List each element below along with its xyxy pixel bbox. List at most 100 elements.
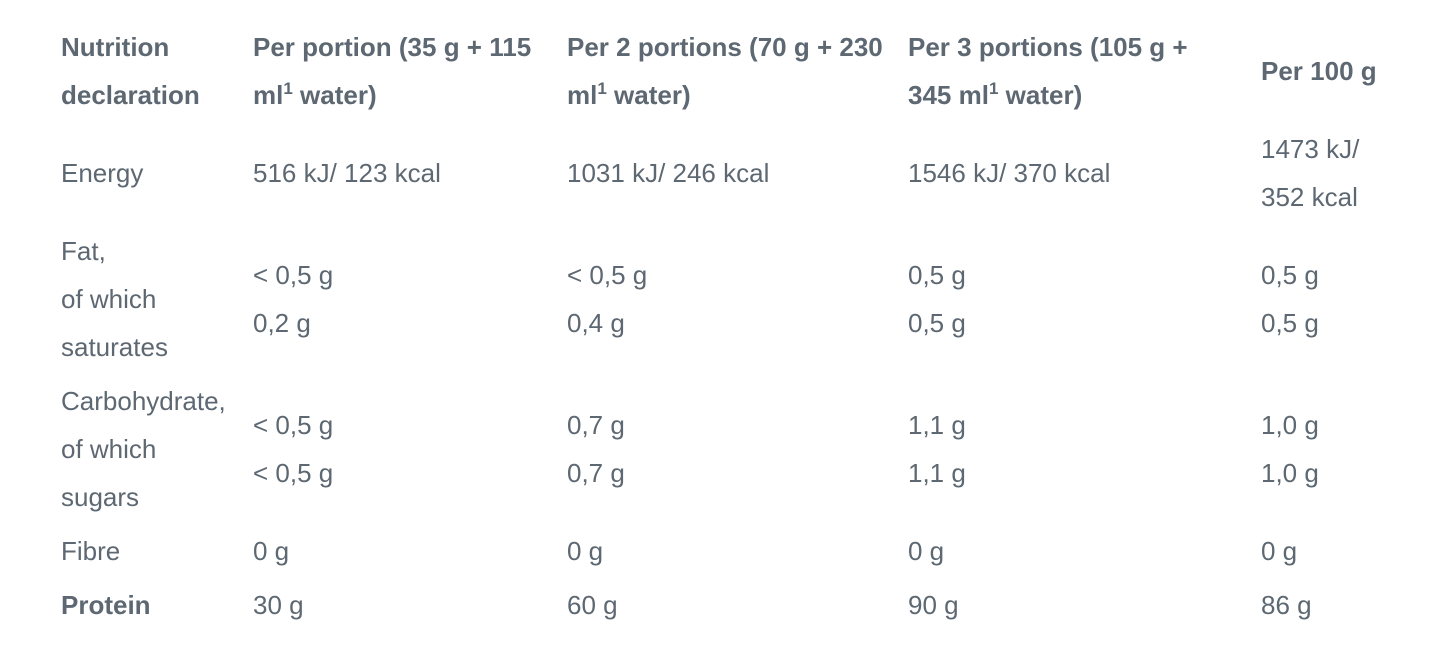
cell-line: 0,7 g: [567, 410, 625, 440]
header-text: Nutrition: [61, 32, 170, 62]
cell-line: 1031 kJ/ 246 kcal: [567, 158, 770, 188]
table-row: Fat, of which saturates < 0,5 g 0,2 g < 0,5 g…: [61, 224, 1445, 374]
value-cell: 1,1 g 1,1 g: [908, 374, 1261, 524]
header-text: Per 100 g: [1261, 56, 1377, 86]
cell-line: of which: [61, 284, 157, 314]
cell-line: 0,5 g: [1261, 308, 1319, 338]
value-cell: 1,0 g 1,0 g: [1261, 374, 1445, 524]
cell-line: 352 kcal: [1261, 182, 1358, 212]
header-line: ml1 water): [567, 71, 908, 119]
cell-line: 0,2 g: [253, 308, 311, 338]
value-cell: < 0,5 g < 0,5 g: [253, 374, 567, 524]
cell-line: 516 kJ/ 123 kcal: [253, 158, 441, 188]
value-cell: < 0,5 g 0,2 g: [253, 224, 567, 374]
cell-line: < 0,5 g: [253, 410, 334, 440]
row-label: Energy: [61, 122, 253, 224]
cell-line: 0,5 g: [908, 308, 966, 338]
cell-line: Carbohydrate,: [61, 386, 226, 416]
row-label: Carbohydrate, of which sugars: [61, 374, 253, 524]
value-cell: 30 g: [253, 578, 567, 632]
footnote-mark: 1: [283, 79, 293, 98]
cell-line: 60 g: [567, 590, 618, 620]
value-cell: 1546 kJ/ 370 kcal: [908, 122, 1261, 224]
table-row: Carbohydrate, of which sugars < 0,5 g < 0,5 …: [61, 374, 1445, 524]
header-line: Per portion (35 g + 115: [253, 23, 567, 71]
nutrition-table: Nutrition declaration Per portion (35 g + …: [61, 20, 1445, 632]
cell-line: 0 g: [1261, 536, 1298, 566]
cell-line: < 0,5 g: [253, 458, 334, 488]
header-line: Per 100 g: [1261, 47, 1445, 95]
header-text: Per 3 portions (105 g +: [908, 32, 1188, 62]
value-cell: 516 kJ/ 123 kcal: [253, 122, 567, 224]
header-cell: Per portion (35 g + 115 ml1 water): [253, 20, 567, 122]
header-line: Per 2 portions (70 g + 230: [567, 23, 908, 71]
cell-line: 90 g: [908, 590, 959, 620]
header-text: 345 ml: [908, 80, 989, 110]
header-line: 345 ml1 water): [908, 71, 1261, 119]
header-text: water): [606, 80, 691, 110]
footnote-mark: 1: [988, 79, 999, 98]
header-cell: Per 2 portions (70 g + 230 ml1 water): [567, 20, 908, 122]
row-label: Protein: [61, 578, 253, 632]
value-cell: 0,7 g 0,7 g: [567, 374, 908, 524]
cell-line: sugars: [61, 482, 140, 512]
header-cell: Per 100 g: [1261, 20, 1445, 122]
value-cell: 0 g: [567, 524, 908, 578]
cell-line: < 0,5 g: [253, 260, 334, 290]
header-text: declaration: [61, 80, 200, 110]
table-row: Protein 30 g 60 g 90 g 86 g: [61, 578, 1445, 632]
header-line: Per 3 portions (105 g +: [908, 23, 1261, 71]
value-cell: < 0,5 g 0,4 g: [567, 224, 908, 374]
value-cell: 90 g: [908, 578, 1261, 632]
cell-line: 30 g: [253, 590, 304, 620]
row-label: Fat, of which saturates: [61, 224, 253, 374]
cell-line: 1,1 g: [908, 410, 966, 440]
header-text: water): [292, 80, 377, 110]
row-label: Fibre: [61, 524, 253, 578]
header-row: Nutrition declaration Per portion (35 g + …: [61, 20, 1445, 122]
header-cell: Nutrition declaration: [61, 20, 253, 122]
value-cell: 60 g: [567, 578, 908, 632]
header-text: water): [998, 80, 1083, 110]
cell-line: 1473 kJ/: [1261, 134, 1360, 164]
cell-line: 0 g: [567, 536, 604, 566]
cell-line: 0,5 g: [1261, 260, 1319, 290]
value-cell: 1473 kJ/352 kcal: [1261, 122, 1445, 224]
table-row: Energy 516 kJ/ 123 kcal 1031 kJ/ 246 kcal 1…: [61, 122, 1445, 224]
value-cell: 0,5 g 0,5 g: [1261, 224, 1445, 374]
header-line: Nutrition: [61, 23, 253, 71]
value-cell: 86 g: [1261, 578, 1445, 632]
cell-line: 0 g: [908, 536, 945, 566]
cell-line: 1,0 g: [1261, 410, 1319, 440]
cell-line: 1,1 g: [908, 458, 966, 488]
cell-line: 0,4 g: [567, 308, 625, 338]
value-cell: 0 g: [253, 524, 567, 578]
header-cell: Per 3 portions (105 g + 345 ml1 water): [908, 20, 1261, 122]
cell-line: Fat,: [61, 236, 106, 266]
header-text: ml: [253, 80, 284, 110]
header-text: ml: [567, 80, 598, 110]
value-cell: 0 g: [1261, 524, 1445, 578]
cell-line: Energy: [61, 158, 144, 188]
footnote-mark: 1: [597, 79, 607, 98]
cell-line: of which: [61, 434, 157, 464]
header-text: Per 2 portions (70 g + 230: [567, 32, 883, 62]
cell-line: Fibre: [61, 536, 121, 566]
value-cell: 0,5 g 0,5 g: [908, 224, 1261, 374]
cell-line: 0 g: [253, 536, 290, 566]
value-cell: 0 g: [908, 524, 1261, 578]
cell-line: 0,5 g: [908, 260, 966, 290]
cell-line: 86 g: [1261, 590, 1312, 620]
header-line: ml1 water): [253, 71, 567, 119]
table-row: Fibre 0 g 0 g 0 g 0 g: [61, 524, 1445, 578]
header-text: Per portion (35 g + 115: [253, 32, 532, 62]
cell-line: Protein: [61, 590, 151, 620]
cell-line: saturates: [61, 332, 168, 362]
value-cell: 1031 kJ/ 246 kcal: [567, 122, 908, 224]
cell-line: < 0,5 g: [567, 260, 648, 290]
cell-line: 1,0 g: [1261, 458, 1319, 488]
cell-line: 1546 kJ/ 370 kcal: [908, 158, 1111, 188]
cell-line: 0,7 g: [567, 458, 625, 488]
header-line: declaration: [61, 71, 253, 119]
